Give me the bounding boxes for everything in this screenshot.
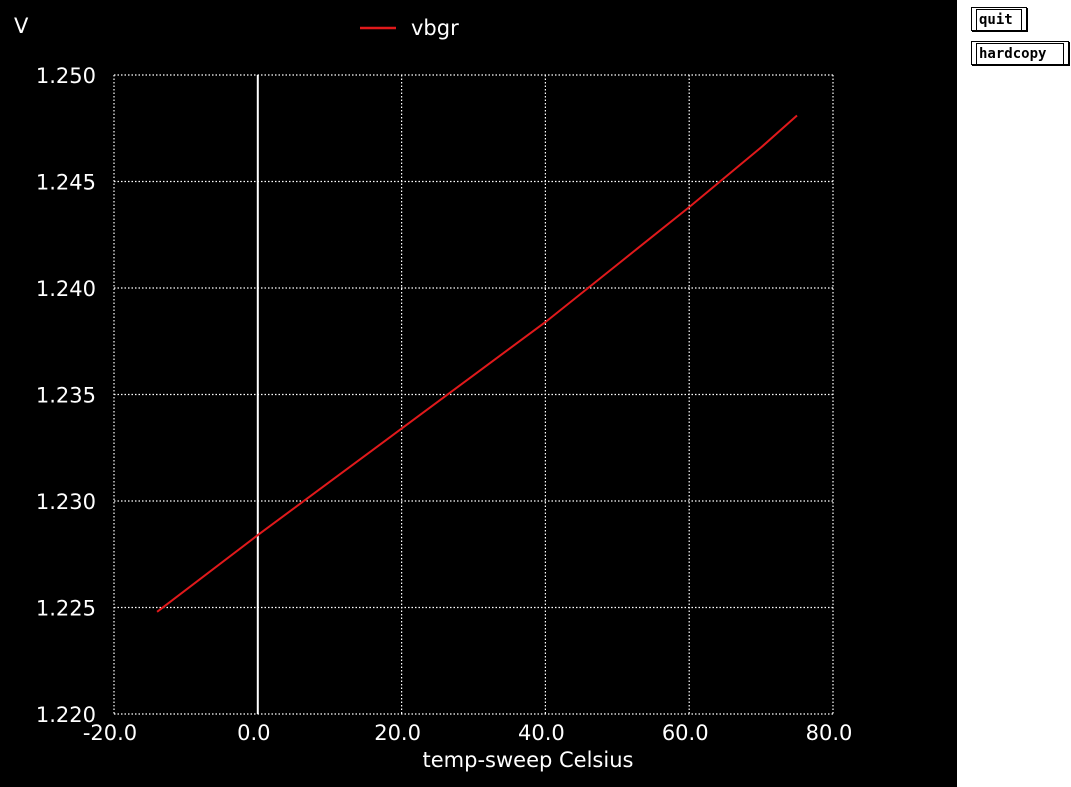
- y-tick-label: 1.250: [36, 64, 96, 88]
- y-tick-label: 1.240: [36, 277, 96, 301]
- x-tick-label: 20.0: [374, 721, 421, 745]
- y-tick-label: 1.230: [36, 490, 96, 514]
- series-line-vbgr: [156, 114, 798, 613]
- quit-button-label: quit: [976, 9, 1022, 31]
- legend-label: vbgr: [411, 16, 459, 40]
- x-tick-label: 60.0: [662, 721, 709, 745]
- x-tick-label: -20.0: [83, 721, 137, 745]
- hardcopy-button-label: hardcopy: [976, 43, 1064, 65]
- y-tick-label: 1.225: [36, 597, 96, 621]
- hardcopy-button[interactable]: hardcopy: [971, 41, 1069, 65]
- x-tick-label: 80.0: [806, 721, 853, 745]
- plot-area: 1.220 1.225 1.230 1.235 1.240 1.245 1.250 -20.0…: [0, 0, 957, 787]
- x-tick-label: 40.0: [518, 721, 565, 745]
- y-axis-label: V: [14, 14, 29, 38]
- vbgr-chart: 1.220 1.225 1.230 1.235 1.240 1.245 1.250 -20.0…: [14, 14, 853, 772]
- x-tick-label: 0.0: [237, 721, 270, 745]
- y-tick-label: 1.235: [36, 384, 96, 408]
- y-tick-label: 1.245: [36, 171, 96, 195]
- y-tick-label: 1.220: [36, 703, 96, 727]
- quit-button[interactable]: quit: [971, 7, 1027, 31]
- x-axis-label: temp-sweep Celsius: [423, 748, 634, 772]
